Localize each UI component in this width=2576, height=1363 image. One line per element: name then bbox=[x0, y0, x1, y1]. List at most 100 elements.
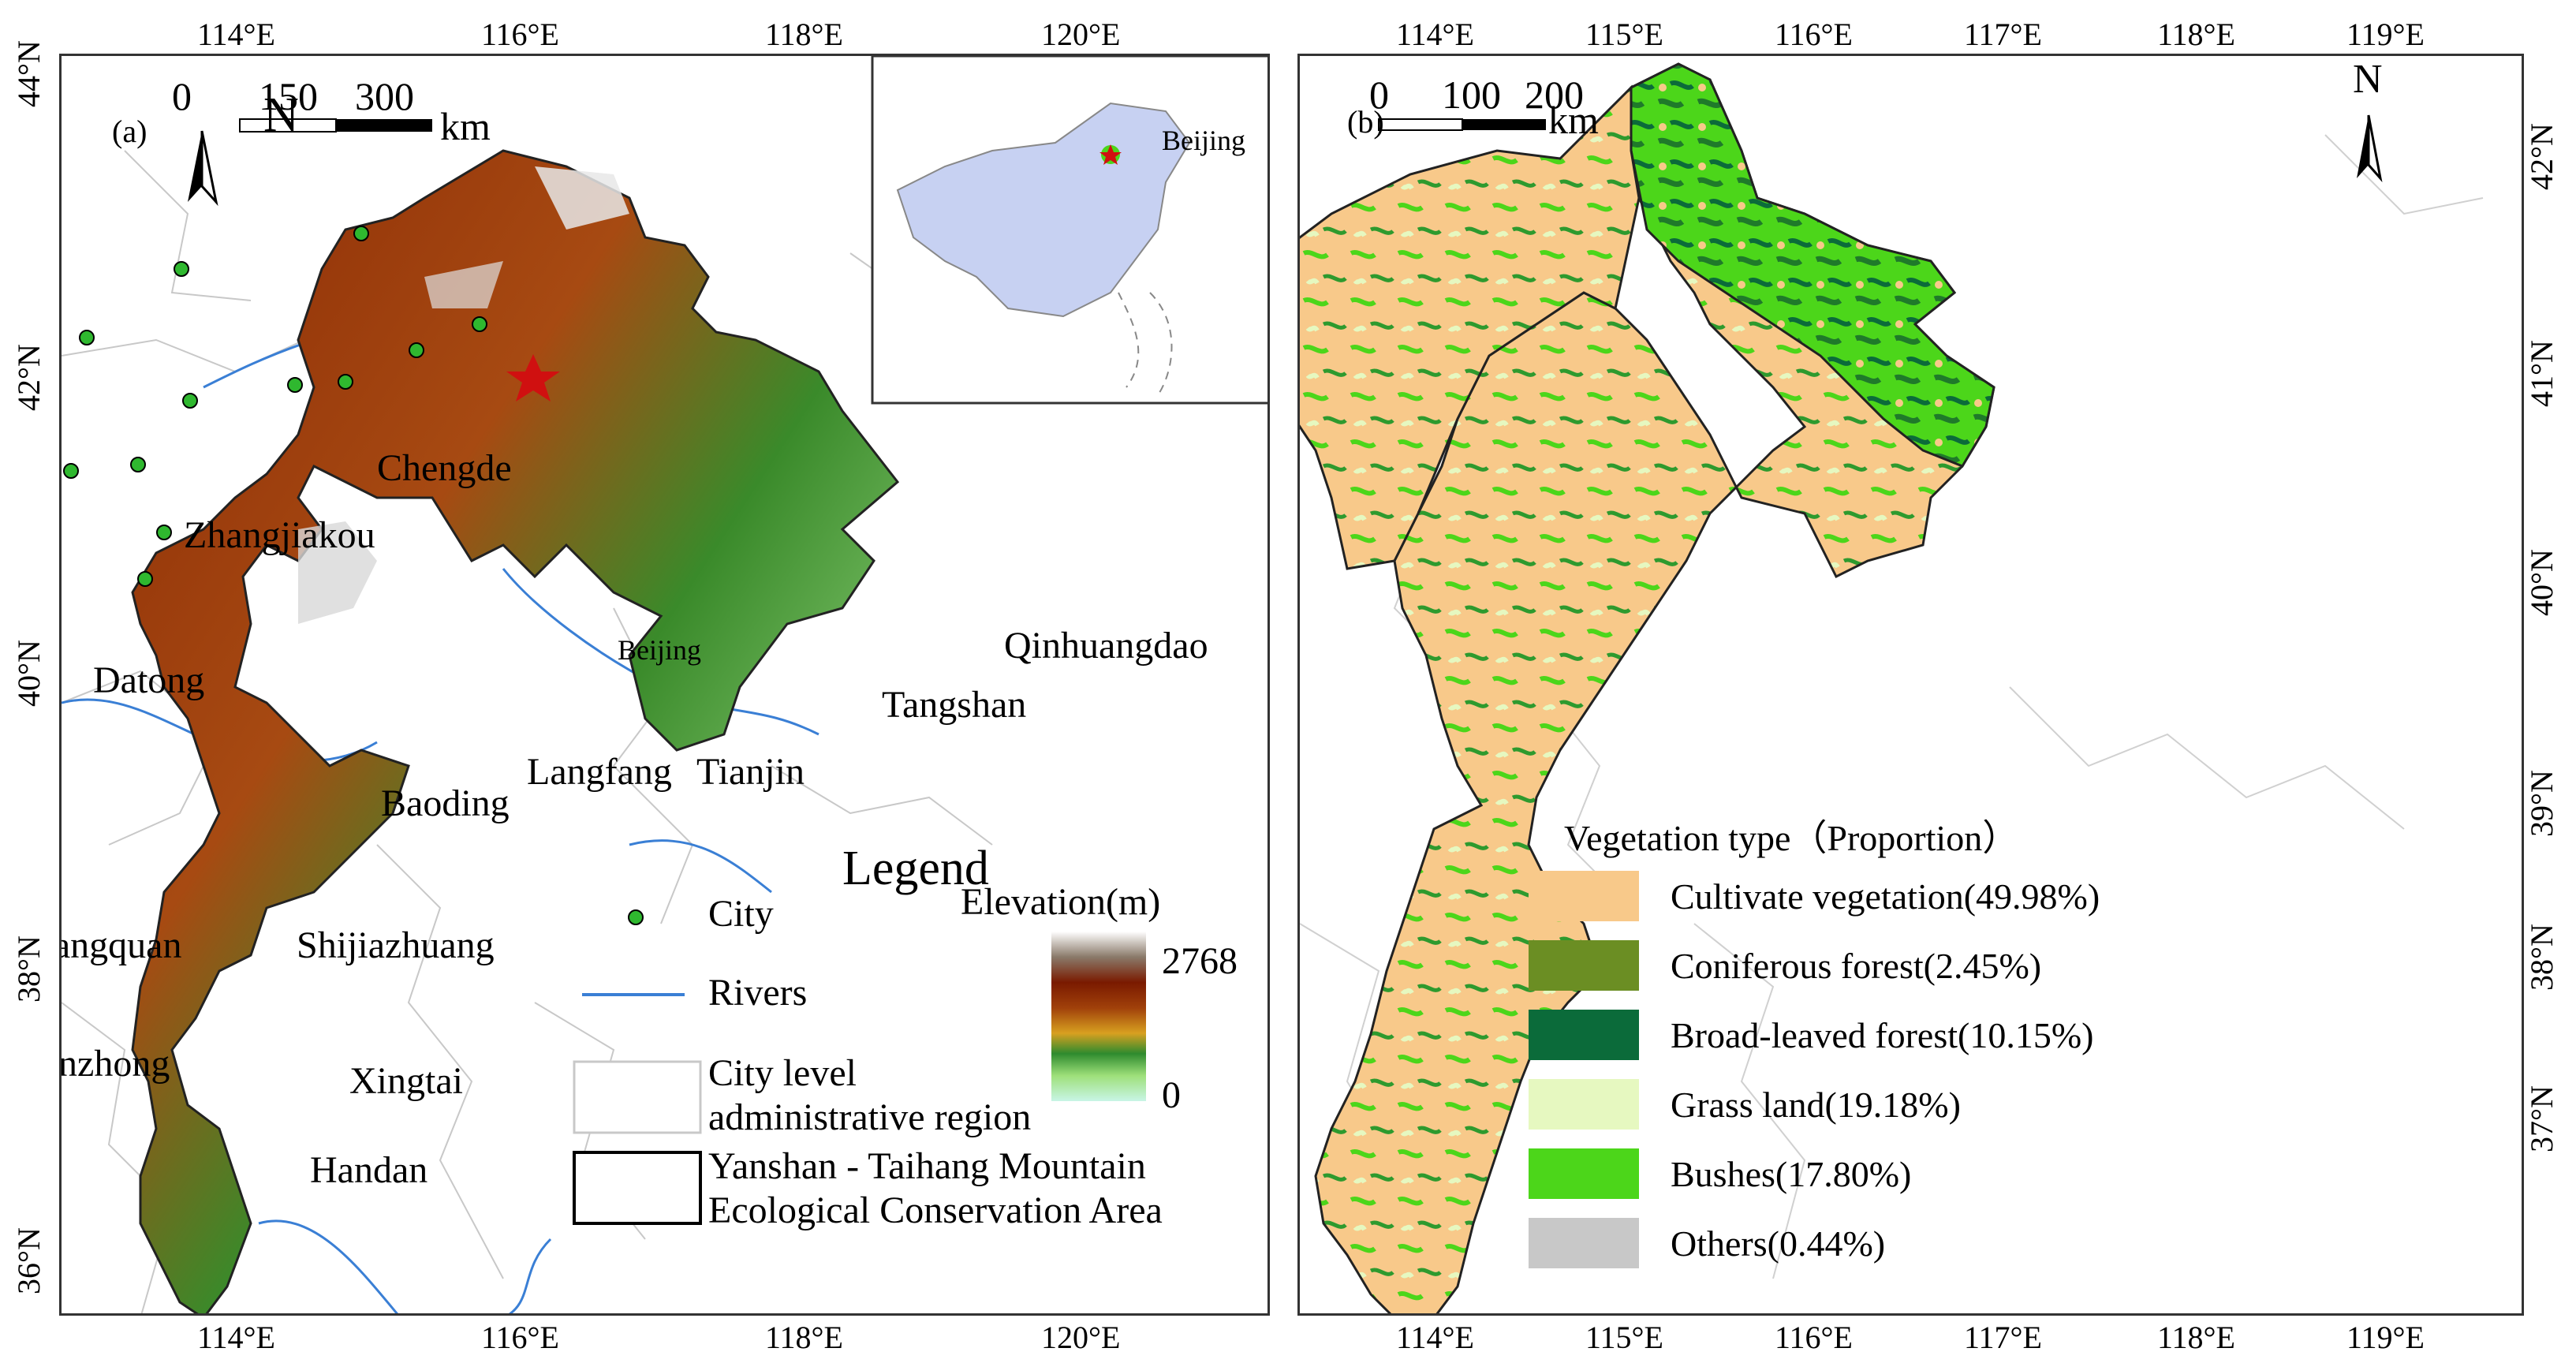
city-label: Qinhuangdao bbox=[1004, 625, 1208, 667]
city-label: Shijiazhuang bbox=[297, 924, 495, 966]
legend-admin-2: administrative region bbox=[708, 1096, 1032, 1138]
scale-label: 300 bbox=[355, 74, 414, 118]
lon-tick: 114°E bbox=[1396, 17, 1474, 52]
legend-title: Vegetation type（Proportion） bbox=[1564, 818, 2019, 858]
lat-tick: 38°N bbox=[2523, 924, 2559, 991]
lon-tick: 114°E bbox=[197, 1320, 275, 1355]
city-label: Zhangjiakou bbox=[184, 514, 375, 556]
vegetation-map bbox=[1300, 62, 2484, 1313]
elevation-map bbox=[62, 56, 1267, 1313]
legend-swatch bbox=[1529, 1148, 1639, 1199]
city-label: Langfang bbox=[527, 751, 672, 793]
scale-label: 0 bbox=[172, 74, 192, 118]
city-label: Yangquan bbox=[62, 924, 182, 966]
legend-area-2: Ecological Conservation Area bbox=[708, 1189, 1163, 1231]
lat-tick: 40°N bbox=[2523, 549, 2559, 616]
lon-tick: 118°E bbox=[2157, 17, 2235, 52]
scale-unit: km bbox=[440, 104, 491, 148]
legend-item: Others(0.44%) bbox=[1529, 1208, 2175, 1278]
rivers bbox=[62, 338, 819, 1313]
lon-tick: 116°E bbox=[1775, 17, 1853, 52]
lat-tick: 36°N bbox=[10, 1227, 47, 1294]
vegetation-area bbox=[1314, 62, 1995, 1313]
legend-label: Grass land(19.18%) bbox=[1671, 1084, 1961, 1125]
elevation-max: 2768 bbox=[1162, 940, 1238, 982]
legend-item: Broad-leaved forest(10.15%) bbox=[1529, 1000, 2175, 1070]
legend-label: Bushes(17.80%) bbox=[1671, 1153, 1912, 1194]
legend-swatch bbox=[1529, 1010, 1639, 1060]
legend-label: Cultivate vegetation(49.98%) bbox=[1671, 876, 2100, 917]
legend-swatch bbox=[1529, 1079, 1639, 1130]
legend-label: Coniferous forest(2.45%) bbox=[1671, 945, 2042, 986]
lat-tick: 40°N bbox=[10, 640, 47, 707]
lon-tick: 117°E bbox=[1964, 1320, 2042, 1355]
city-label: Handan bbox=[310, 1149, 428, 1191]
scale-label: 150 bbox=[259, 74, 318, 118]
lon-tick: 117°E bbox=[1964, 17, 2042, 52]
city-label: Jinzhong bbox=[59, 1043, 170, 1085]
city-label: Xingtai bbox=[349, 1060, 463, 1102]
vegetation-west bbox=[1300, 84, 1641, 570]
scale-bar bbox=[1378, 118, 1546, 131]
north-arrow bbox=[2357, 114, 2383, 183]
city-label: Chengde bbox=[377, 447, 512, 489]
city-label: Tianjin bbox=[696, 751, 805, 793]
city-markers bbox=[63, 226, 487, 587]
legend-rivers: Rivers bbox=[708, 972, 808, 1014]
inset-label: Beijing bbox=[1162, 125, 1245, 156]
elevation-min: 0 bbox=[1162, 1074, 1181, 1116]
lat-tick: 42°N bbox=[10, 344, 47, 411]
lon-tick: 116°E bbox=[481, 17, 559, 52]
lon-tick: 118°E bbox=[765, 17, 843, 52]
scale-label: 200 bbox=[1525, 73, 1584, 117]
legend-b: Vegetation type（Proportion） Cultivate ve… bbox=[1529, 809, 2175, 1278]
legend-label: Broad-leaved forest(10.15%) bbox=[1671, 1014, 2094, 1055]
lat-tick: 37°N bbox=[2523, 1085, 2559, 1152]
legend-item: Coniferous forest(2.45%) bbox=[1529, 931, 2175, 1000]
legend-city: City bbox=[708, 893, 774, 935]
legend-item: Cultivate vegetation(49.98%) bbox=[1529, 861, 2175, 931]
lat-tick: 42°N bbox=[2523, 123, 2559, 190]
legend-label: Others(0.44%) bbox=[1671, 1223, 1886, 1264]
north-label: N bbox=[263, 88, 299, 142]
lon-tick: 114°E bbox=[1396, 1320, 1474, 1355]
scale-label: 0 bbox=[1369, 73, 1389, 117]
lon-tick: 118°E bbox=[765, 1320, 843, 1355]
vegetation-map-panel: (b) N 0 100 200 km Vegetation type（Propo… bbox=[1297, 54, 2524, 1316]
lon-tick: 119°E bbox=[2346, 1320, 2425, 1355]
lat-tick: 39°N bbox=[2523, 770, 2559, 837]
legend-item: Bushes(17.80%) bbox=[1529, 1139, 2175, 1208]
lon-tick: 116°E bbox=[481, 1320, 559, 1355]
legend-admin-1: City level bbox=[708, 1052, 857, 1094]
legend-area-1: Yanshan - Taihang Mountain bbox=[708, 1145, 1146, 1187]
lon-tick: 119°E bbox=[2346, 17, 2425, 52]
lon-tick: 118°E bbox=[2157, 1320, 2235, 1355]
lat-tick: 44°N bbox=[10, 40, 47, 107]
lon-tick: 114°E bbox=[197, 17, 275, 52]
city-label: Tangshan bbox=[882, 684, 1027, 726]
lon-tick: 120°E bbox=[1041, 1320, 1121, 1355]
inset-map bbox=[871, 56, 1267, 405]
scale-bar bbox=[239, 118, 432, 133]
panel-label: (b) bbox=[1347, 104, 1384, 140]
elevation-title: Elevation(m) bbox=[961, 881, 1161, 923]
city-label: Datong bbox=[93, 659, 205, 701]
lat-tick: 41°N bbox=[2523, 340, 2559, 407]
legend-a bbox=[573, 909, 1146, 1225]
lon-tick: 120°E bbox=[1041, 17, 1121, 52]
conservation-area bbox=[131, 149, 900, 1313]
legend-swatch bbox=[1529, 871, 1639, 921]
city-label: Baoding bbox=[381, 782, 510, 824]
panel-label: (a) bbox=[112, 114, 147, 149]
city-label: Beijing bbox=[618, 634, 701, 666]
legend-swatch bbox=[1529, 940, 1639, 991]
legend-swatch bbox=[1529, 1218, 1639, 1268]
beijing-star-icon bbox=[506, 354, 560, 401]
north-arrow bbox=[188, 130, 218, 207]
legend-item: Grass land(19.18%) bbox=[1529, 1070, 2175, 1139]
vegetation-north bbox=[1630, 62, 1995, 468]
lat-tick: 38°N bbox=[10, 935, 47, 1003]
lon-tick: 116°E bbox=[1775, 1320, 1853, 1355]
legend-title: Legend bbox=[842, 842, 989, 895]
elevation-map-panel: (a) N 0 150 300 km Beijing Chengde Zhang… bbox=[59, 54, 1270, 1316]
